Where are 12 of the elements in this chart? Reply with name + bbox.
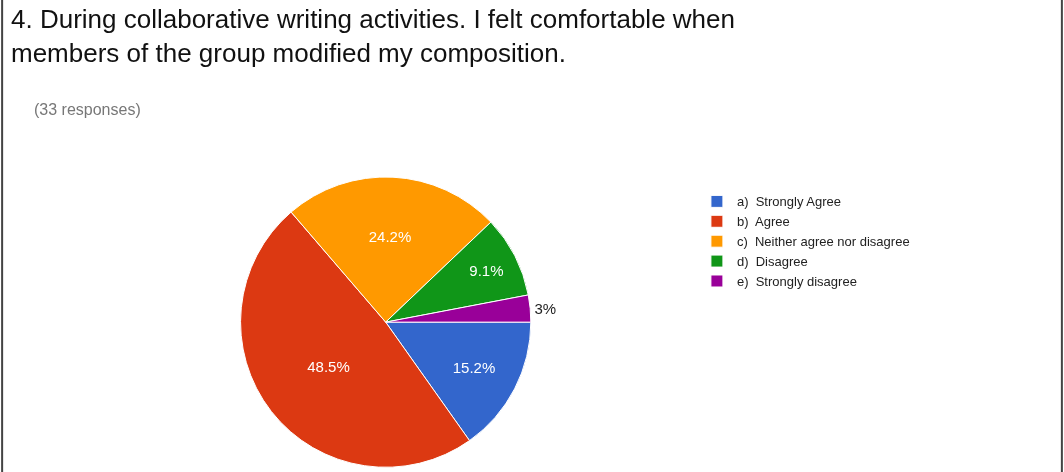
data-label: 9.1% — [469, 261, 504, 279]
data-label: 3% — [534, 299, 557, 317]
legend-label: b) Agree — [736, 214, 790, 230]
text: (33 responses) — [34, 101, 141, 118]
legend-label: a) Strongly Agree — [736, 194, 841, 210]
data-label: 48.5% — [307, 358, 350, 376]
legend-label: c) Neither agree nor disagree — [736, 234, 910, 250]
data-label: 15.2% — [452, 359, 496, 377]
legend-label: e) Strongly disagree — [736, 274, 857, 290]
data-label: 24.2% — [368, 227, 412, 245]
chart-title: 4. During collaborative writing activities. I felt comfortable when members of the group modified my composition. — [11, 4, 735, 68]
legend-label: d) Disagree — [736, 254, 808, 270]
